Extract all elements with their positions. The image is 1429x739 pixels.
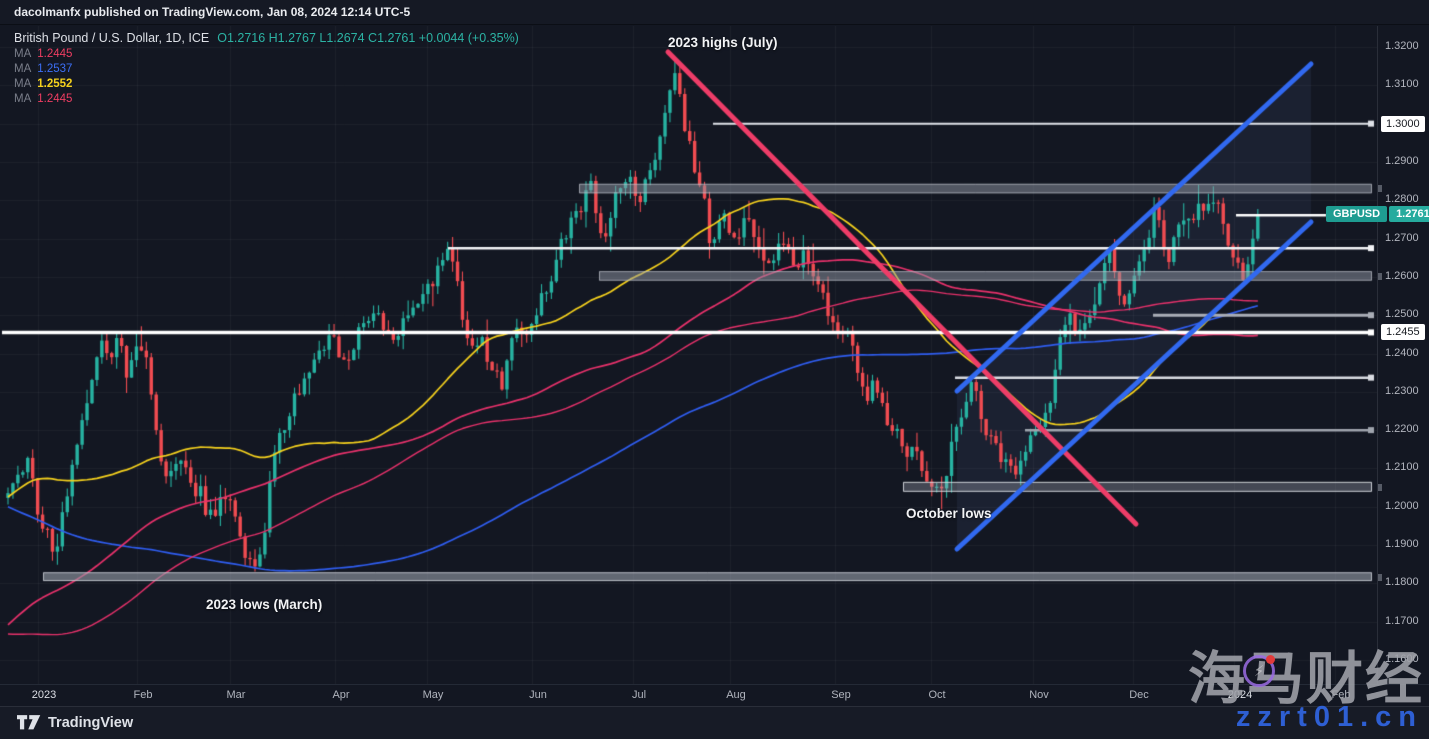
chart-annotation: October lows [906,506,992,521]
time-axis-label: Feb [133,689,153,701]
time-axis-label: May [422,689,444,701]
price-chart-pane[interactable] [0,26,1377,684]
price-axis-tracked-level[interactable]: 1.2455 [1381,324,1425,341]
ma-legend-row[interactable]: MA 1.2445 [14,48,519,60]
price-axis-label: 1.1900 [1385,538,1419,551]
price-axis-label: 1.1600 [1385,653,1419,665]
price-axis-label: 1.1700 [1385,614,1419,627]
time-axis-label: 2024 [1227,689,1253,701]
tradingview-logo-text: TradingView [48,714,134,731]
watermark-cjk-text: 海马财经 [1188,647,1424,711]
time-axis-label: Jul [631,689,647,701]
chart-annotation: 2023 highs (July) [668,35,778,50]
price-axis-label: 1.3200 [1385,40,1419,52]
price-axis-label: 1.2800 [1385,193,1419,206]
price-axis-label: 1.2600 [1385,269,1419,282]
ma-value: 1.2445 [37,93,73,105]
price-axis-label: 1.2100 [1385,461,1419,474]
symbol-title[interactable]: British Pound / U.S. Dollar, 1D, ICE [14,31,210,45]
ma-value: 1.2537 [37,63,73,75]
ohlc-values: O1.2716 H1.2767 L1.2674 C1.2761 +0.0044 … [217,31,519,45]
ma-label: MA [14,63,32,75]
price-axis-label: 1.2500 [1385,308,1419,321]
price-axis-label: 1.2000 [1385,499,1419,512]
publication-bar: dacolmanfx published on TradingView.com,… [0,0,1429,25]
drawing-anchor-mark [1378,573,1382,581]
time-axis-label: Sep [831,689,851,701]
ma-legend-row[interactable]: MA 1.2537 [14,63,519,75]
time-axis-label: Mar [226,689,246,701]
price-axis-tracked-level[interactable]: 1.3000 [1381,115,1425,132]
watermark-red-dot [1266,655,1275,664]
chart-legend: British Pound / U.S. Dollar, 1D, ICE O1.2… [14,31,519,105]
ma-label: MA [14,93,32,105]
price-axis-label: 1.2300 [1385,384,1419,397]
price-axis-label: 1.1800 [1385,576,1419,589]
drawing-anchor-mark [1378,483,1382,491]
footer-bar: TradingView [0,706,1429,739]
time-axis-label: Feb [1331,689,1351,701]
price-axis-label: 1.2400 [1385,346,1419,359]
ma-label: MA [14,78,32,90]
price-axis-label: 1.2900 [1385,154,1419,167]
time-axis-label: Jun [529,689,547,701]
price-axis-label: 1.3100 [1385,78,1419,91]
time-axis-label: Dec [1129,689,1149,701]
time-axis-label: Oct [928,689,946,701]
time-axis-label: Apr [332,689,350,701]
last-price-chip: 1.2761 [1389,206,1429,223]
ma-legend-row[interactable]: MA 1.2552 [14,78,519,90]
ma-legend-row[interactable]: MA 1.2445 [14,93,519,105]
watermark-url-text: zzrt01.cn [1235,701,1423,733]
time-axis-label: 2023 [31,689,57,701]
time-axis[interactable]: 2023 Feb Mar Apr May Jun Jul Aug Sep Oct Nov Dec 202… [0,684,1429,706]
time-axis-label: Nov [1029,689,1049,701]
tradingview-logo-link[interactable]: TradingView [17,714,133,731]
publication-text: dacolmanfx published on TradingView.com,… [14,5,411,19]
price-axis[interactable]: 1.3200 1.3100 1.3000 1.2900 1.2800 1.2700 1.26… [1377,26,1429,684]
ma-legend-rows: MA 1.2445 MA 1.2537 MA 1.2552 MA 1.2445 [14,48,519,105]
price-axis-label: 1.2700 [1385,231,1419,244]
drawing-anchor-mark [1378,184,1382,192]
price-axis-label: 1.2200 [1385,423,1419,436]
chart-annotation: 2023 lows (March) [206,597,323,612]
symbol-chip: GBPUSD [1326,206,1388,223]
ma-label: MA [14,48,32,60]
tradingview-logo-icon [17,715,41,730]
time-axis-label: Aug [726,689,746,701]
ma-value: 1.2552 [37,78,73,90]
ma-value: 1.2445 [37,48,73,60]
drawing-anchor-mark [1378,272,1382,280]
watermark-lightning-icon: ⚡ [1243,655,1275,687]
last-price-badge: GBPUSD 1.2761 [1326,206,1429,223]
